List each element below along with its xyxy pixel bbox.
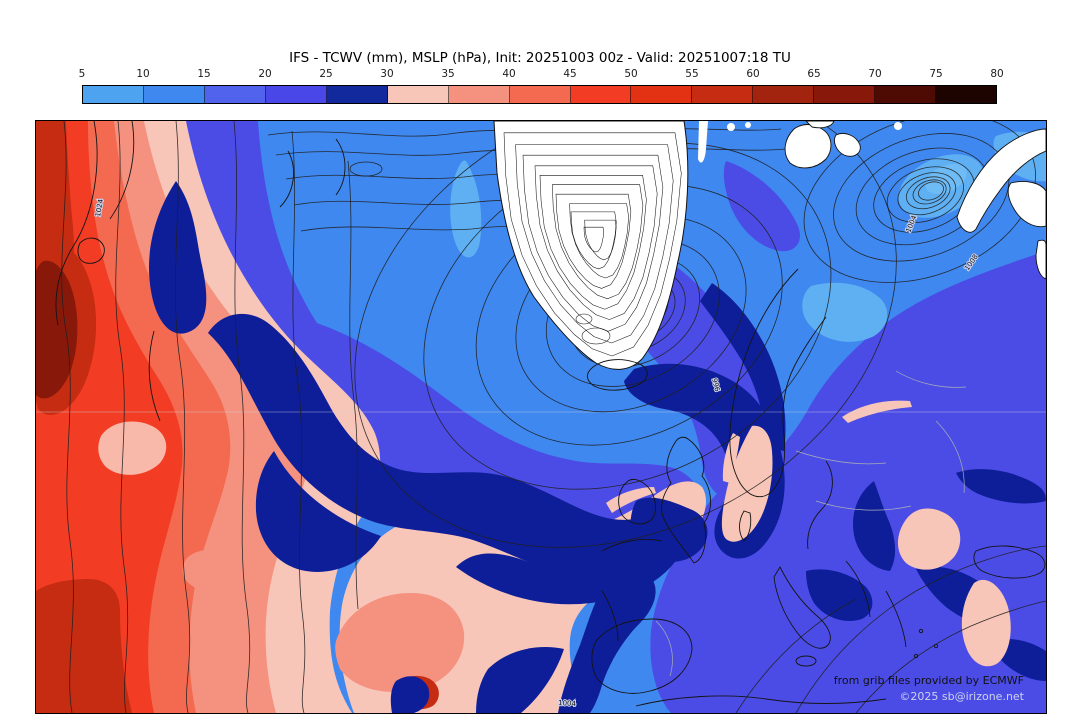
scandinavia-coastline	[729, 268, 827, 498]
black-sea-coastline	[973, 545, 1046, 579]
labrador-coastline	[55, 121, 161, 422]
ice-contour-line	[539, 175, 647, 310]
isobar-ring	[918, 181, 944, 201]
colorbar-tick-label: 65	[807, 68, 821, 80]
svalbard-islands	[784, 121, 861, 169]
isobar-ring	[912, 179, 947, 205]
colorbar-segment	[387, 86, 449, 103]
colorbar-segment	[875, 86, 937, 103]
great-britain-coastline	[661, 436, 711, 564]
chart-title: IFS - TCWV (mm), MSLP (hPa), Init: 20251…	[289, 50, 791, 66]
sicily-coastline	[795, 655, 817, 667]
ice-contour-line	[570, 211, 617, 270]
ice-contour-line	[569, 203, 629, 279]
tcwv-colorbar: 5 10 15 20 25 30 35 40 45 50 55 60 65 70 75 80	[78, 68, 1004, 108]
attribution-source: from grib files provided by ECMWF	[833, 674, 1024, 687]
ice-contour-line	[503, 132, 682, 357]
colorbar-tick-label: 40	[502, 68, 516, 80]
colorbar-segment	[570, 86, 632, 103]
aegean-island	[913, 653, 919, 659]
colorbar-segment	[83, 86, 144, 103]
colorbar-tick-label: 5	[78, 68, 86, 80]
colorbar-swatches	[82, 85, 997, 104]
colorbar-tick-label: 45	[563, 68, 577, 80]
colorbar-segment	[204, 86, 266, 103]
colorbar-tick-label: 70	[868, 68, 882, 80]
isobar-value-label: 1004	[558, 699, 577, 708]
ice-contour-line	[584, 219, 617, 261]
colorbar-segment	[326, 86, 388, 103]
colorbar-tick-label: 15	[197, 68, 211, 80]
aegean-island	[918, 628, 924, 634]
arctic-islets	[727, 122, 902, 131]
colorbar-tick-label: 50	[624, 68, 638, 80]
baltic-coastline	[807, 460, 833, 550]
ice-contour-line	[555, 193, 632, 289]
colorbar-segment	[692, 86, 754, 103]
colorbar-segment	[265, 86, 327, 103]
colorbar-tick-label: 80	[990, 68, 1004, 80]
ice-contour-line	[583, 226, 604, 253]
colorbar-tick-label: 75	[929, 68, 943, 80]
map-frame: 10041008996100410241000	[35, 120, 1047, 714]
colorbar-segment	[936, 86, 997, 103]
nodata-stripe	[698, 121, 708, 163]
colorbar-segment	[814, 86, 876, 103]
colorbar-tick-label: 60	[746, 68, 760, 80]
attribution-copyright: ©2025 sb@irizone.net	[899, 690, 1024, 703]
italy-coastline	[773, 566, 831, 649]
isobar-ring	[897, 172, 957, 216]
greenland-ice-contours	[503, 132, 682, 357]
colorbar-tick-label: 30	[380, 68, 394, 80]
iberia-coastline	[591, 618, 693, 694]
isobar-ring	[886, 166, 964, 223]
novaya-zemlya-islands	[956, 128, 1046, 280]
weather-map-canvas: 10041008996100410241000	[36, 121, 1046, 713]
aegean-island	[933, 643, 939, 649]
colorbar-segment	[143, 86, 205, 103]
isobar-ring	[873, 158, 975, 233]
colorbar-ticks: 5 10 15 20 25 30 35 40 45 50 55 60 65 70 75 80	[78, 68, 1004, 82]
colorbar-segment	[631, 86, 693, 103]
ice-contour-line	[534, 165, 658, 320]
hudson-lake-coastline	[77, 237, 105, 264]
colorbar-tick-label: 55	[685, 68, 699, 80]
colorbar-segment	[448, 86, 510, 103]
north-africa-coastline	[635, 695, 887, 707]
france-coastline	[601, 539, 663, 642]
ireland-coastline	[618, 478, 656, 525]
colorbar-tick-label: 35	[441, 68, 455, 80]
iceland-coastline	[587, 359, 648, 391]
ice-contour-line	[515, 144, 674, 344]
colorbar-tick-label: 25	[319, 68, 333, 80]
greenland-ice-sheet	[493, 121, 689, 370]
ice-contour-line	[552, 184, 644, 300]
land-ice-layer	[493, 121, 1046, 370]
colorbar-segment	[753, 86, 815, 103]
tcwv-30-35-wedges	[606, 400, 1011, 667]
ice-contour-line	[522, 154, 664, 332]
coastline-layer	[55, 121, 1046, 707]
balkan-coastlines	[845, 560, 907, 648]
isobar-ring	[905, 176, 951, 210]
colorbar-tick-label: 10	[136, 68, 150, 80]
colorbar-segment	[509, 86, 571, 103]
colorbar-tick-label: 20	[258, 68, 272, 80]
country-borders	[655, 370, 967, 677]
baffin-coastline	[279, 138, 346, 208]
denmark-coastline	[739, 510, 752, 542]
